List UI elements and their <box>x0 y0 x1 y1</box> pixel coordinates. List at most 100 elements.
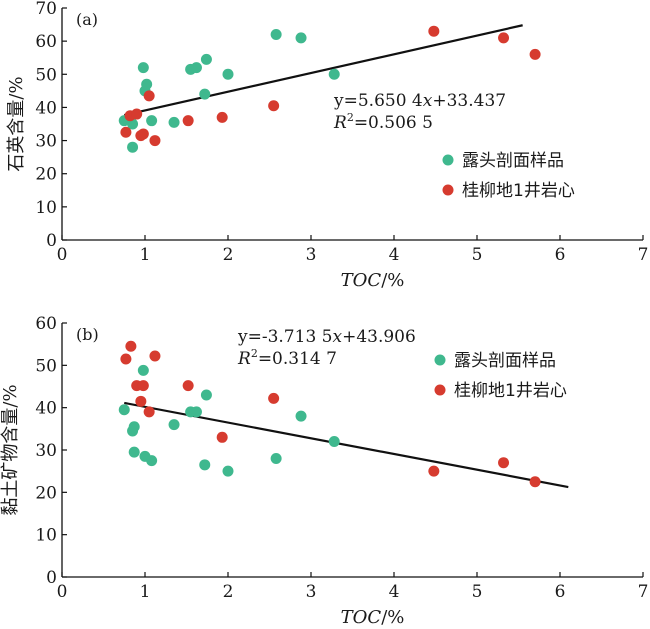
y-tick-label: 50 <box>35 356 57 376</box>
y-tick-label: 30 <box>35 132 57 152</box>
data-point-outcrop <box>128 421 140 433</box>
x-tick-label: 7 <box>638 582 649 602</box>
data-point-outcrop <box>328 436 340 448</box>
data-point-outcrop <box>141 78 153 90</box>
legend-label: 桂柳地1井岩心 <box>462 181 575 201</box>
x-tick-label: 6 <box>555 245 566 265</box>
data-point-core <box>428 465 440 477</box>
data-point-core <box>149 135 161 147</box>
data-point-core <box>120 353 132 365</box>
x-tick-label: 3 <box>306 582 317 602</box>
legend-label: 桂柳地1井岩心 <box>454 381 567 401</box>
data-point-outcrop <box>137 62 149 74</box>
data-point-core <box>182 380 194 392</box>
data-point-outcrop <box>146 455 158 467</box>
data-point-core <box>182 115 194 127</box>
x-tick-label: 0 <box>57 245 68 265</box>
data-point-outcrop <box>127 141 139 153</box>
data-point-outcrop <box>328 68 340 80</box>
y-tick-label: 20 <box>35 165 57 185</box>
y-tick-label: 40 <box>35 98 57 118</box>
regression-equation: y=5.650 4x+33.437 <box>333 91 506 111</box>
data-point-core <box>137 380 149 392</box>
data-point-outcrop <box>222 465 234 477</box>
legend-label: 露头剖面样品 <box>454 351 556 371</box>
data-point-core <box>529 476 541 488</box>
data-point-core <box>428 25 440 37</box>
data-point-outcrop <box>200 389 212 401</box>
legend-marker <box>442 154 454 166</box>
x-axis-title: TOC/% <box>341 270 405 291</box>
panel-label: (b) <box>76 325 99 344</box>
x-tick-label: 4 <box>389 245 400 265</box>
data-point-outcrop <box>295 32 307 44</box>
x-tick-label: 0 <box>57 582 68 602</box>
data-point-outcrop <box>118 404 130 416</box>
x-tick-label: 3 <box>306 245 317 265</box>
data-point-core <box>143 90 155 102</box>
data-point-outcrop <box>128 446 140 458</box>
data-point-outcrop <box>270 452 282 464</box>
data-point-outcrop <box>295 410 307 422</box>
data-point-core <box>268 392 280 404</box>
data-point-core <box>216 111 228 123</box>
data-point-core <box>216 431 228 443</box>
panel-label: (a) <box>76 10 98 29</box>
legend-marker <box>434 354 446 366</box>
x-tick-label: 2 <box>223 582 234 602</box>
x-tick-label: 1 <box>140 245 151 265</box>
y-tick-label: 0 <box>46 568 57 588</box>
data-point-outcrop <box>190 406 202 418</box>
r-squared: R2=0.314 7 <box>237 347 337 369</box>
x-tick-label: 6 <box>555 582 566 602</box>
y-axis-title: 石英含量/% <box>6 76 27 171</box>
y-tick-label: 50 <box>35 65 57 85</box>
y-tick-label: 40 <box>35 399 57 419</box>
y-tick-label: 30 <box>35 441 57 461</box>
trend-line <box>124 24 523 117</box>
y-tick-label: 20 <box>35 483 57 503</box>
data-point-core <box>498 457 510 469</box>
legend-label: 露头剖面样品 <box>462 151 564 171</box>
y-tick-label: 0 <box>46 231 57 251</box>
data-point-outcrop <box>168 419 180 431</box>
data-point-outcrop <box>137 364 149 376</box>
chart-panel-a: 0 1 2 3 4 5 6 7010203040506070(a)石英含量/%TOC/%y=5… <box>6 0 648 291</box>
data-point-outcrop <box>190 62 202 74</box>
x-axis-title: TOC/% <box>341 607 405 628</box>
chart-panel-b: 0 1 2 3 4 5 6 7 0 10 20 30 40 50 60 (b) 黏土矿物含量/% TOC/% y=-… <box>0 314 648 628</box>
data-point-core <box>131 108 143 120</box>
data-point-core <box>143 406 155 418</box>
data-point-core <box>268 100 280 112</box>
y-axis-title: 黏土矿物含量/% <box>0 384 21 515</box>
data-point-core <box>135 395 147 407</box>
y-tick-label: 70 <box>35 0 57 19</box>
data-point-outcrop <box>200 53 212 65</box>
data-point-outcrop <box>127 118 139 130</box>
data-point-outcrop <box>270 29 282 41</box>
y-tick-label: 10 <box>35 198 57 218</box>
x-tick-label: 1 <box>140 582 151 602</box>
x-tick-label: 4 <box>389 582 400 602</box>
x-tick-label: 5 <box>472 582 483 602</box>
data-point-core <box>498 32 510 44</box>
y-tick-label: 60 <box>35 314 57 334</box>
data-point-core <box>149 350 161 362</box>
legend-marker <box>442 184 454 196</box>
x-tick-label: 7 <box>638 245 649 265</box>
data-point-outcrop <box>222 68 234 80</box>
x-tick-label: 5 <box>472 245 483 265</box>
r-squared: R2=0.506 5 <box>333 111 433 133</box>
data-point-core <box>529 48 541 60</box>
y-tick-label: 10 <box>35 526 57 546</box>
data-point-core <box>120 126 132 138</box>
regression-equation: y=-3.713 5x+43.906 <box>237 327 416 347</box>
y-tick-label: 60 <box>35 32 57 52</box>
x-tick-label: 2 <box>223 245 234 265</box>
legend-marker <box>434 384 446 396</box>
data-point-outcrop <box>168 116 180 128</box>
data-point-core <box>125 340 137 352</box>
data-point-core <box>137 128 149 140</box>
data-point-outcrop <box>199 459 211 471</box>
